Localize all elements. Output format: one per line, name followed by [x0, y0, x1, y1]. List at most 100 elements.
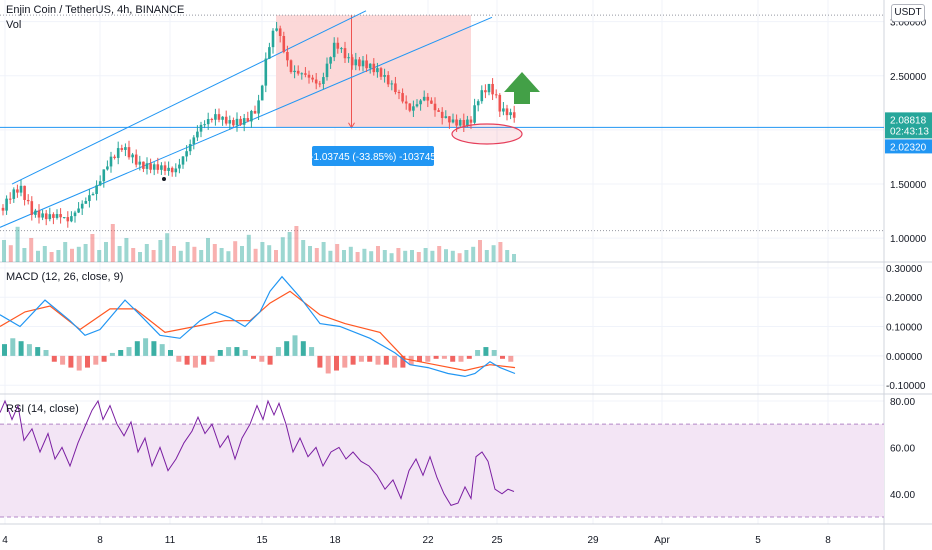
candle-body — [196, 131, 199, 138]
time-tick-label: Apr — [654, 535, 670, 546]
macd-tick-label: 0.20000 — [886, 293, 923, 304]
macd-histogram-bar — [475, 350, 481, 356]
candle-body — [271, 30, 275, 48]
macd-histogram-bar — [51, 355, 57, 362]
last-price-label: 2.08818 — [890, 115, 927, 126]
volume-bar — [90, 234, 95, 262]
candle-body — [239, 118, 242, 125]
volume-bar — [321, 242, 326, 262]
volume-bar — [274, 250, 278, 262]
candle-body — [444, 116, 448, 119]
candle-body — [422, 96, 426, 101]
candle-body — [365, 60, 368, 69]
macd-histogram-bar — [500, 355, 505, 359]
macd-histogram-bar — [184, 355, 190, 365]
candle-body — [170, 167, 174, 173]
macd-histogram-bar — [375, 355, 381, 365]
candle-body — [185, 151, 188, 157]
price-tick-label: 2.50000 — [890, 72, 927, 83]
candle-body — [268, 47, 271, 59]
volume-bar — [348, 246, 353, 262]
candle-body — [167, 167, 170, 171]
candle-body — [91, 193, 95, 196]
candle-body — [361, 60, 365, 67]
volume-bar — [403, 250, 408, 262]
candle-body — [480, 90, 484, 102]
candle-body — [397, 92, 401, 94]
macd-histogram-bar — [284, 341, 290, 356]
volume-bar — [124, 238, 129, 262]
volume-bar — [437, 246, 442, 262]
candle-body — [437, 110, 440, 112]
macd-histogram-bar — [93, 355, 99, 365]
macd-tick-label: 0.30000 — [886, 264, 923, 275]
volume-bar — [56, 250, 61, 262]
volume-bar — [70, 248, 74, 262]
measure-label: -1.03745 (-33.85%) -103745 — [310, 152, 436, 163]
candle-body — [404, 101, 408, 104]
time-axis: 4 8 11 15 18 22 25 29 Apr 5 8 — [2, 535, 831, 546]
candle-body — [77, 208, 80, 213]
candle-body — [314, 79, 318, 84]
time-tick-label: 11 — [165, 535, 176, 546]
candle-body — [192, 137, 196, 145]
macd-histogram-bar — [358, 355, 364, 362]
rsi-tick-label: 40.00 — [890, 490, 915, 501]
macd-histogram-bar — [259, 355, 265, 362]
candle-body — [426, 96, 430, 101]
macd-histogram-bar — [151, 341, 157, 356]
macd-histogram-bar — [367, 355, 373, 362]
candle-body — [275, 28, 278, 31]
rsi-title: RSI (14, close) — [6, 403, 79, 415]
candle-body — [109, 156, 113, 167]
candle-body — [509, 112, 512, 116]
candle-body — [296, 70, 300, 74]
time-tick-label: 15 — [256, 535, 268, 546]
candle-body — [293, 70, 296, 73]
price-tick-label: 1.50000 — [890, 180, 927, 191]
candle-body — [383, 75, 386, 77]
volume-bar — [423, 248, 428, 262]
volume-bar — [471, 246, 476, 262]
candle-body — [332, 42, 336, 58]
candle-body — [491, 83, 494, 95]
candle-body — [66, 217, 70, 222]
candle-body — [336, 42, 340, 49]
candle-body — [221, 116, 224, 120]
volume-bar — [382, 250, 387, 262]
candle-body — [210, 119, 214, 121]
candle-body — [487, 83, 491, 93]
volume-bar — [505, 250, 510, 262]
candle-body — [181, 156, 185, 165]
last-price-badge — [885, 112, 932, 139]
candle-body — [127, 147, 131, 158]
macd-histogram-bar — [109, 352, 115, 356]
currency-button[interactable]: USDT — [891, 4, 925, 22]
volume-bar — [342, 250, 346, 262]
macd-histogram-bar — [176, 355, 182, 362]
volume-bar — [131, 248, 136, 262]
volume-bar — [172, 246, 176, 262]
candle-body — [354, 59, 358, 66]
candle-body — [44, 213, 48, 220]
candle-body — [134, 154, 138, 165]
candle-body — [55, 214, 59, 218]
time-tick-label: 4 — [2, 535, 8, 546]
candle-body — [458, 119, 462, 126]
candle-body — [113, 156, 116, 158]
candle-body — [260, 85, 264, 101]
candle-body — [408, 103, 412, 111]
candle-body — [95, 185, 98, 194]
volume-bar — [335, 244, 340, 262]
volume-bar — [36, 250, 40, 262]
line-price-label: 2.02320 — [890, 142, 927, 153]
volume-bar — [301, 240, 306, 262]
candle-body — [48, 214, 52, 220]
macd-histogram-bar — [334, 355, 339, 371]
macd-histogram-bar — [483, 347, 489, 356]
volume-bar — [49, 252, 54, 262]
candle-body — [473, 105, 476, 123]
time-tick-label: 8 — [825, 535, 831, 546]
candle-body — [138, 161, 142, 165]
